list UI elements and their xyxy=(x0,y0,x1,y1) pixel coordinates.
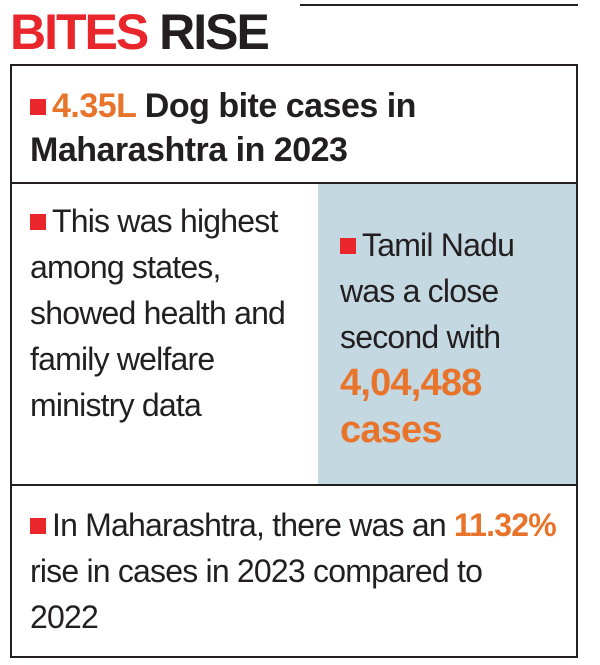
fact: In Maharashtra, there was an 11.32% rise… xyxy=(12,484,576,656)
bullet xyxy=(30,99,46,115)
bullet xyxy=(340,238,356,254)
rule xyxy=(300,4,578,6)
fact-text: Dog bite cases in Maharashtra in 2023 xyxy=(30,87,416,169)
fact-box: 4.35L Dog bite cases in Maharashtra in 2… xyxy=(10,64,578,658)
bullet xyxy=(30,214,46,230)
fact-text: This was highest among states, showed he… xyxy=(30,203,286,423)
title-rest: RISE xyxy=(159,4,270,60)
fact-text: rise in cases in 2023 compared to 2022 xyxy=(30,553,483,635)
fact: 4.35L Dog bite cases in Maharashtra in 2… xyxy=(12,66,576,184)
bullet xyxy=(30,518,46,534)
title: BITES RISE xyxy=(10,4,270,60)
fact: Tamil Nadu was a close second with 4,04,… xyxy=(318,184,576,484)
fact-text: Tamil Nadu was a close second with xyxy=(340,227,515,355)
title-highlight: BITES xyxy=(10,4,149,60)
fact: This was highest among states, showed he… xyxy=(12,184,318,484)
highlight: 4,04,488 cases xyxy=(340,362,482,451)
highlight: 4.35L xyxy=(52,87,136,125)
highlight: 11.32% xyxy=(453,507,557,543)
fact-text: In Maharashtra, there was an xyxy=(52,507,447,543)
